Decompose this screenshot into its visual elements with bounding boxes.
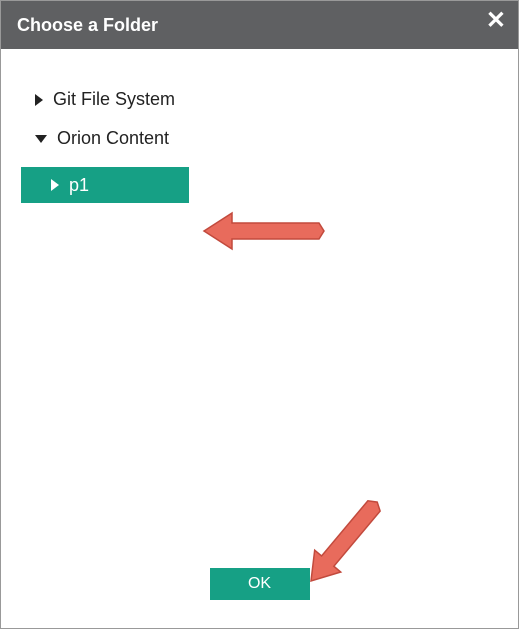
chevron-right-icon [35, 94, 43, 106]
tree-item-label: p1 [69, 175, 89, 196]
dialog-title: Choose a Folder [17, 15, 158, 36]
tree-item-label: Orion Content [57, 128, 169, 149]
ok-button[interactable]: OK [210, 568, 310, 600]
tree-item-p1-selected[interactable]: p1 [21, 167, 189, 203]
annotation-arrow-icon [199, 201, 329, 261]
tree-item-label: Git File System [53, 89, 175, 110]
dialog-titlebar: Choose a Folder ✕ [1, 1, 518, 49]
dialog-content: Git File System Orion Content p1 [1, 49, 518, 569]
close-icon[interactable]: ✕ [486, 9, 506, 33]
dialog-footer: OK [1, 568, 518, 628]
tree-item-orion-content[interactable]: Orion Content [29, 128, 498, 149]
chevron-down-icon [35, 135, 47, 143]
chevron-right-icon [51, 179, 59, 191]
tree-item-git-file-system[interactable]: Git File System [29, 89, 498, 110]
choose-folder-dialog: Choose a Folder ✕ Git File System Orion … [0, 0, 519, 629]
